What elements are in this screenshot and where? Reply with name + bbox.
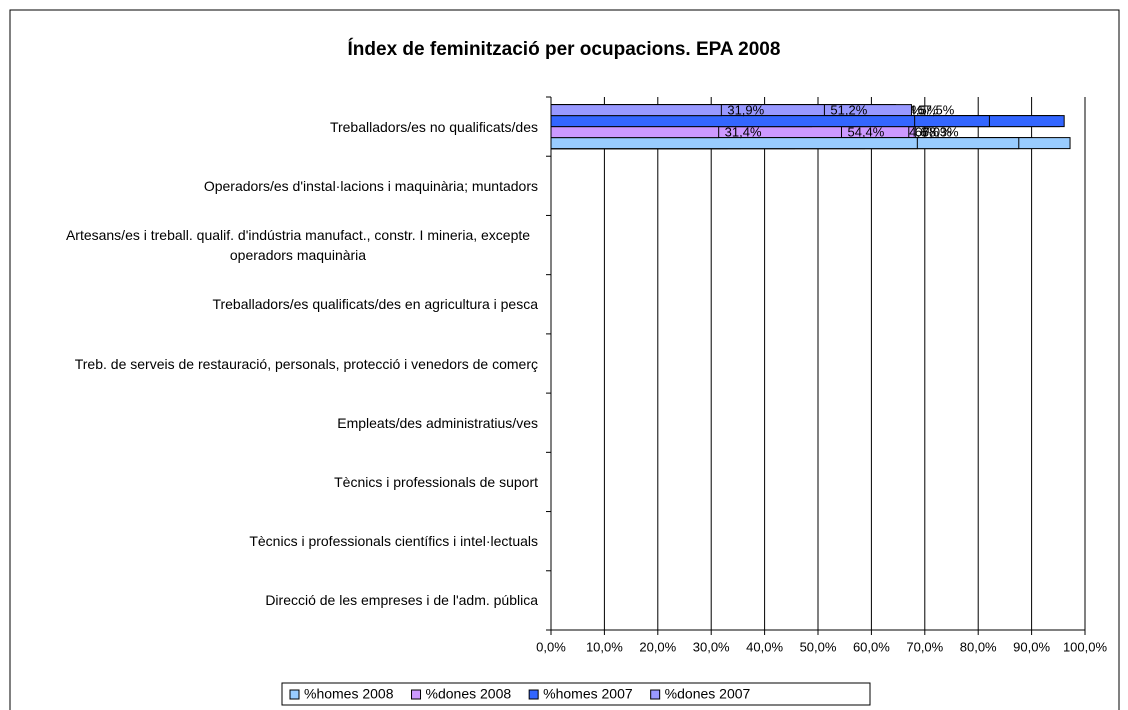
x-tick-label: 40,0% — [746, 639, 783, 654]
data-label: 51,2% — [830, 103, 867, 118]
chart-title: Índex de feminització per ocupacions. EP… — [348, 38, 781, 60]
y-tick-label: Operadors/es d'instal·lacions i maquinàr… — [203, 177, 538, 194]
legend-swatch — [411, 689, 422, 700]
data-label: 31,4% — [725, 125, 762, 140]
legend-label: %homes 2007 — [543, 686, 633, 702]
bar — [550, 115, 916, 128]
x-tick-label: 0,0% — [536, 639, 566, 654]
legend-box — [281, 682, 871, 706]
y-tick-label: Artesans/es i treball. qualif. d'indústr… — [65, 227, 531, 264]
data-label: 64,6% — [902, 125, 939, 140]
y-tick-label: Treballadors/es qualificats/des en agric… — [212, 296, 538, 313]
legend-swatch — [650, 689, 661, 700]
legend-label: %dones 2007 — [665, 686, 751, 702]
x-tick-label: 100,0% — [1063, 639, 1108, 654]
y-tick-label: Direcció de les empreses i de l'adm. púb… — [265, 592, 538, 609]
x-tick-label: 50,0% — [800, 639, 837, 654]
x-tick-label: 60,0% — [853, 639, 890, 654]
x-tick-label: 20,0% — [639, 639, 676, 654]
legend-swatch — [528, 689, 539, 700]
data-label: 54,4% — [847, 125, 884, 140]
bar — [550, 104, 722, 117]
data-label: 31,9% — [727, 103, 764, 118]
legend-label: %dones 2008 — [426, 686, 512, 702]
data-label: 67,0% — [915, 125, 952, 140]
bar — [550, 137, 918, 150]
x-tick-label: 80,0% — [960, 639, 997, 654]
data-label: 67,5% — [917, 103, 954, 118]
y-tick-label: Tècnics i professionals científics i int… — [249, 533, 538, 550]
x-tick-label: 70,0% — [906, 639, 943, 654]
x-tick-label: 90,0% — [1013, 639, 1050, 654]
y-tick-label: Empleats/des administratius/ves — [337, 414, 538, 431]
x-tick-label: 30,0% — [693, 639, 730, 654]
x-tick-label: 10,0% — [586, 639, 623, 654]
y-tick-label: Treballadors/es no qualificats/des — [329, 118, 538, 135]
y-tick-label: Tècnics i professionals de suport — [334, 473, 538, 490]
y-tick-label: Treb. de serveis de restauració, persona… — [74, 355, 538, 372]
bar — [550, 126, 720, 139]
legend-label: %homes 2008 — [304, 686, 394, 702]
data-label: 68,3% — [922, 125, 959, 140]
legend-swatch — [289, 689, 300, 700]
